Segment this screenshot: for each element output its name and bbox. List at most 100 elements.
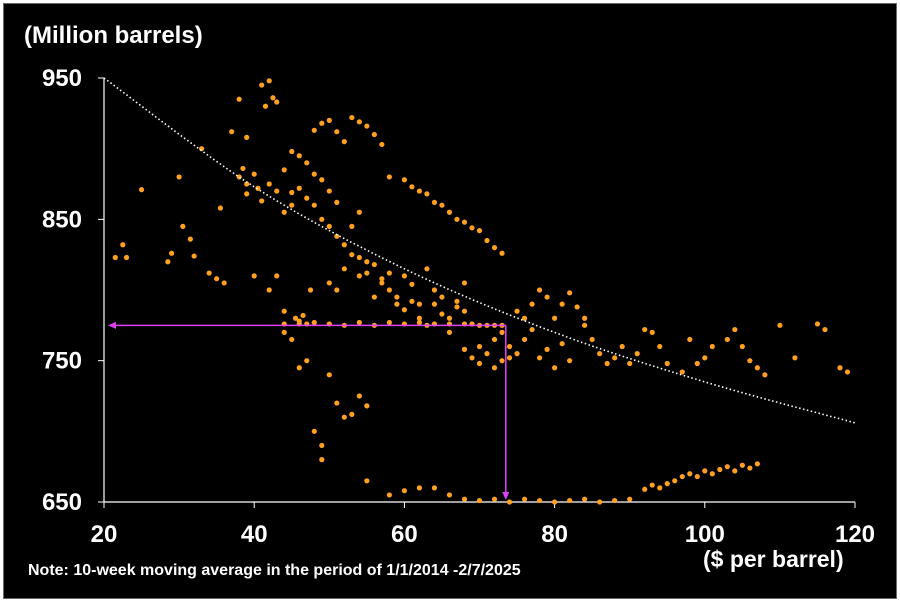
data-point <box>266 181 272 187</box>
data-point <box>439 311 445 317</box>
data-point <box>349 114 355 121</box>
y-axis-label: (Million barrels) <box>24 22 203 49</box>
x-tick-label: 60 <box>391 521 418 548</box>
data-point <box>552 365 558 371</box>
data-point <box>506 343 513 350</box>
data-point <box>416 188 423 194</box>
data-point <box>394 294 400 300</box>
data-point <box>814 321 821 327</box>
data-point <box>349 223 355 229</box>
data-point <box>724 464 730 470</box>
data-point <box>642 486 648 492</box>
data-point <box>386 270 392 276</box>
data-point <box>251 273 257 279</box>
data-point <box>409 298 415 304</box>
data-point <box>416 485 423 491</box>
data-point <box>521 336 528 343</box>
data-point <box>319 442 325 449</box>
data-point <box>664 360 670 367</box>
data-point <box>274 99 280 105</box>
data-point <box>236 96 242 102</box>
data-point <box>341 242 347 248</box>
data-point <box>491 336 498 343</box>
data-point <box>837 365 843 371</box>
data-point <box>371 294 377 300</box>
data-point <box>311 319 317 326</box>
data-point <box>552 315 558 321</box>
data-point <box>386 319 392 326</box>
data-point <box>289 189 295 196</box>
data-point <box>341 266 347 272</box>
data-point <box>792 355 798 361</box>
data-point <box>292 315 299 321</box>
data-point <box>454 304 460 310</box>
data-point <box>634 351 640 357</box>
data-point <box>739 462 745 468</box>
data-point <box>394 301 400 307</box>
data-point <box>356 393 362 399</box>
data-point <box>307 287 314 293</box>
data-point <box>664 481 670 487</box>
data-point <box>289 202 295 208</box>
data-point <box>536 355 543 361</box>
data-point <box>244 181 250 187</box>
data-point <box>687 471 693 477</box>
data-point <box>259 82 265 88</box>
data-point <box>311 171 317 177</box>
data-point <box>732 326 738 333</box>
data-point <box>180 223 186 229</box>
chart-frame <box>3 3 897 599</box>
data-point <box>319 216 325 222</box>
data-point <box>844 369 851 375</box>
data-point <box>401 488 407 494</box>
data-point <box>206 270 212 276</box>
data-point <box>499 358 505 364</box>
data-point <box>319 177 325 183</box>
y-tick-label: 650 <box>42 489 82 516</box>
data-point <box>349 411 355 417</box>
data-point <box>754 461 760 467</box>
data-point <box>552 499 558 505</box>
data-point <box>289 336 295 343</box>
data-point <box>274 273 280 279</box>
data-point <box>123 254 130 261</box>
data-point <box>221 280 227 286</box>
data-point <box>521 496 528 502</box>
data-point <box>559 341 565 347</box>
data-point <box>311 428 317 434</box>
data-point <box>567 290 573 296</box>
data-point <box>439 294 445 300</box>
data-point <box>536 287 543 293</box>
data-point <box>506 499 513 505</box>
data-point <box>484 351 490 357</box>
data-point <box>168 250 175 256</box>
data-point <box>199 146 205 152</box>
data-point <box>657 343 663 350</box>
data-point <box>446 329 453 335</box>
data-point <box>582 315 588 321</box>
data-point <box>709 343 715 350</box>
data-point <box>296 365 302 371</box>
data-point <box>454 216 460 222</box>
data-point <box>262 103 269 109</box>
data-point <box>304 160 310 166</box>
data-point <box>582 496 588 502</box>
data-point <box>379 141 385 148</box>
data-point <box>281 329 287 335</box>
data-point <box>386 287 392 293</box>
data-point <box>559 301 565 307</box>
data-point <box>281 308 287 314</box>
data-point <box>521 315 528 321</box>
data-point <box>266 78 272 84</box>
data-point <box>296 185 302 191</box>
data-point <box>461 308 468 314</box>
data-point <box>567 358 573 364</box>
data-point <box>334 233 340 239</box>
data-point <box>334 129 340 135</box>
data-point <box>334 400 340 406</box>
data-point <box>191 253 197 259</box>
data-point <box>424 191 430 197</box>
data-point <box>536 497 543 504</box>
data-point <box>679 473 685 480</box>
